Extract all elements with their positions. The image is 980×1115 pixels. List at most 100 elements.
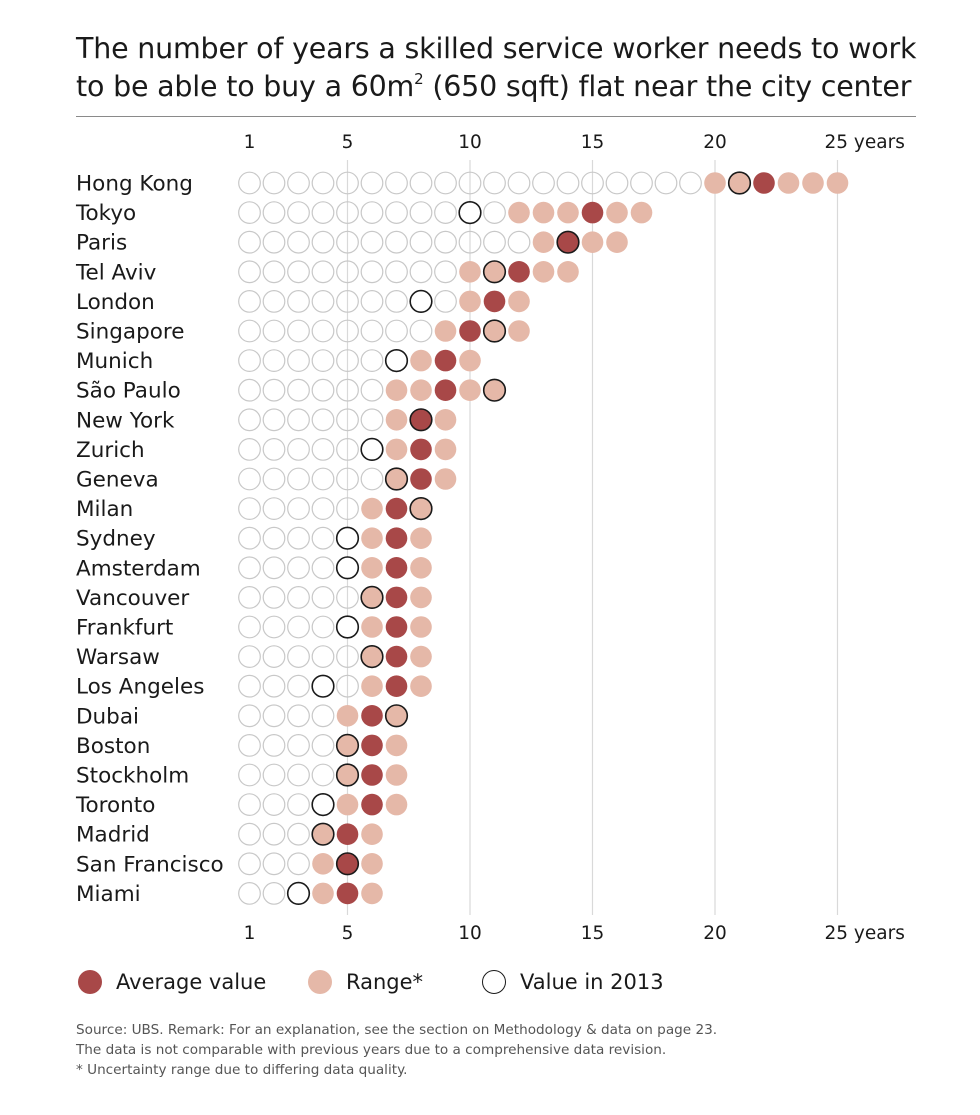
range-dot <box>385 438 408 461</box>
x-tick-label-top: 15 <box>581 132 605 153</box>
empty-dot <box>605 171 629 195</box>
range-dot <box>434 468 457 490</box>
empty-dot <box>360 378 384 402</box>
empty-dot <box>507 230 531 254</box>
empty-dot <box>336 171 359 195</box>
empty-dot <box>262 882 286 905</box>
empty-dot <box>262 438 286 461</box>
range-dot <box>704 172 726 194</box>
empty-dot <box>262 852 286 876</box>
range-dot <box>410 349 432 372</box>
range-dot-value-2013 <box>409 497 433 521</box>
empty-dot <box>287 674 310 698</box>
range-dot <box>361 497 383 520</box>
average-dot <box>410 438 432 461</box>
empty-dot <box>262 290 286 313</box>
range-dot <box>336 793 359 816</box>
average-dot-value-2013 <box>556 230 580 254</box>
average-dot <box>361 764 383 786</box>
value-2013-dot <box>360 437 384 462</box>
range-dot <box>777 172 800 194</box>
empty-dot <box>262 408 286 432</box>
empty-dot <box>287 378 310 402</box>
empty-dot <box>287 734 310 757</box>
range-dot <box>410 675 432 697</box>
empty-dot <box>311 467 335 491</box>
city-label: Frankfurt <box>76 616 173 641</box>
empty-dot <box>311 556 335 580</box>
empty-dot <box>311 615 335 639</box>
empty-dot <box>654 171 678 195</box>
range-dot-value-2013 <box>384 467 409 491</box>
empty-dot <box>287 438 310 461</box>
empty-dot <box>238 822 261 846</box>
empty-dot <box>385 230 408 254</box>
x-tick-label-top: 25 years <box>825 132 905 153</box>
empty-dot <box>360 230 384 254</box>
empty-dot <box>238 378 261 402</box>
city-label: Hong Kong <box>76 172 193 197</box>
empty-dot <box>360 290 384 313</box>
range-dot <box>410 616 432 638</box>
value-2013-dot <box>335 556 360 580</box>
empty-dot <box>311 586 335 609</box>
empty-dot <box>238 586 261 609</box>
range-dot <box>385 379 408 402</box>
range-dot <box>361 882 383 905</box>
empty-dot <box>311 734 335 757</box>
average-dot <box>361 734 383 757</box>
empty-dot <box>311 349 335 373</box>
empty-dot <box>262 497 286 521</box>
city-label: Stockholm <box>76 764 189 789</box>
title-line-1: The number of years a skilled service wo… <box>76 32 917 65</box>
empty-dot <box>238 408 261 432</box>
range-dot <box>410 586 432 609</box>
empty-dot <box>434 230 457 254</box>
value-2013-dot <box>311 792 335 817</box>
empty-dot <box>287 793 310 816</box>
range-dot <box>508 320 530 342</box>
city-label: Los Angeles <box>76 675 204 700</box>
range-dot <box>802 172 824 194</box>
empty-dot <box>238 260 261 284</box>
legend-range-label: Range* <box>346 970 424 994</box>
empty-dot <box>311 230 335 254</box>
empty-dot <box>556 171 580 195</box>
empty-dot <box>360 260 384 284</box>
empty-dot <box>287 290 310 313</box>
city-label: Dubai <box>76 704 139 729</box>
range-dot <box>557 261 579 283</box>
range-dot <box>606 231 628 253</box>
empty-dot <box>385 260 408 284</box>
range-dot-value-2013 <box>482 319 507 343</box>
average-dot <box>753 172 775 194</box>
empty-dot <box>262 556 286 580</box>
empty-dot <box>336 438 359 461</box>
average-dot <box>434 379 457 402</box>
average-dot <box>361 793 383 816</box>
value-2013-dot <box>311 674 335 698</box>
empty-dot <box>385 171 408 195</box>
legend-2013-label: Value in 2013 <box>520 970 664 994</box>
empty-dot <box>262 704 286 728</box>
range-dot <box>532 231 555 253</box>
empty-dot <box>581 171 604 195</box>
range-dot <box>410 527 432 549</box>
empty-dot <box>287 822 310 846</box>
range-dot <box>385 793 408 816</box>
empty-dot <box>238 734 261 757</box>
range-dot <box>361 853 383 875</box>
empty-dot <box>287 260 310 284</box>
empty-dot <box>238 230 261 254</box>
empty-dot <box>385 201 408 225</box>
value-2013-dot <box>458 201 482 225</box>
empty-dot <box>311 497 335 521</box>
empty-dot <box>311 645 335 668</box>
empty-dot <box>262 349 286 373</box>
legend-range: Range* <box>308 970 423 994</box>
average-dot <box>385 645 408 668</box>
empty-dot <box>287 556 310 580</box>
legend-2013: Value in 2013 <box>482 970 664 994</box>
range-dot <box>336 705 359 727</box>
range-dot <box>410 379 432 402</box>
